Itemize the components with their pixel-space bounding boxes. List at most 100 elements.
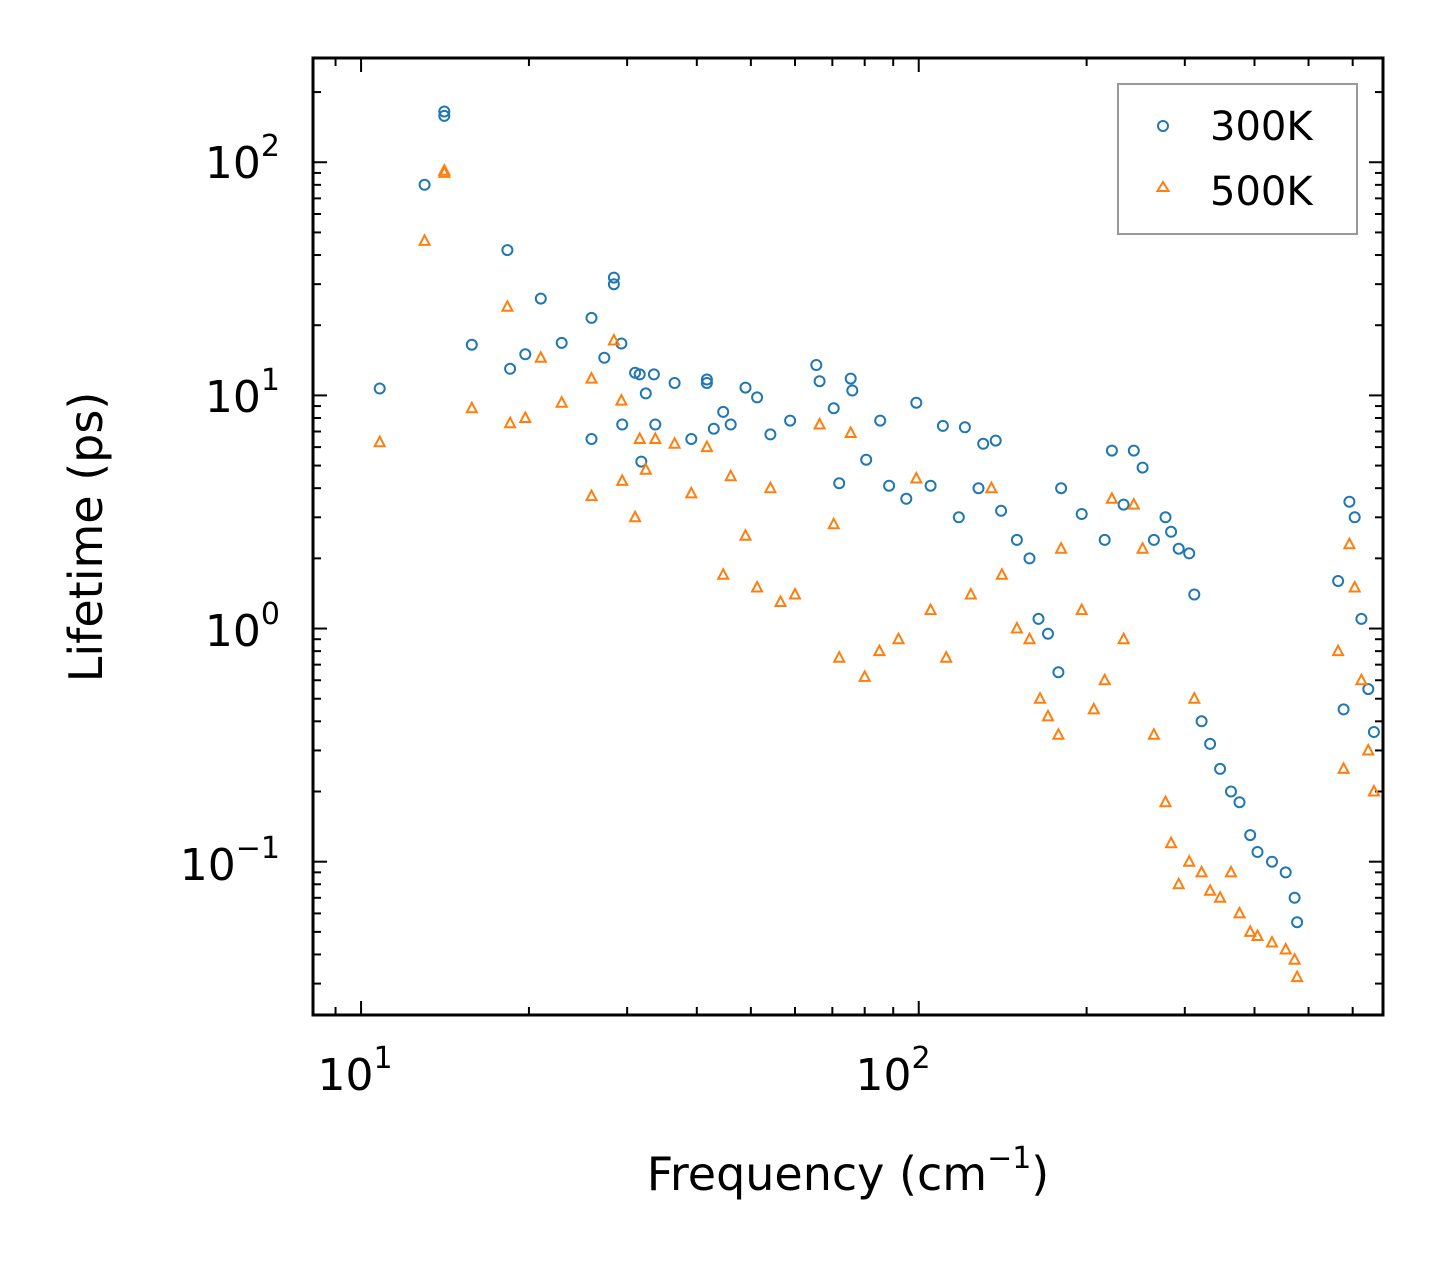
point-500k-47 xyxy=(1054,541,1068,554)
point-300k-39 xyxy=(874,414,887,427)
point-300k-21 xyxy=(649,418,662,431)
plot-frame xyxy=(311,56,1385,1017)
point-500k-49 xyxy=(1087,701,1101,715)
point-300k-54 xyxy=(1023,552,1036,565)
point-300k-69 xyxy=(1183,547,1196,560)
point-500k-21 xyxy=(700,439,714,453)
point-300k-68 xyxy=(1172,542,1185,555)
point-300k-38 xyxy=(846,384,859,397)
point-300k-41 xyxy=(936,419,949,432)
point-500k-72 xyxy=(1331,643,1345,657)
legend-box xyxy=(1117,83,1358,235)
point-300k-58 xyxy=(1055,482,1068,495)
point-500k-33 xyxy=(858,669,872,682)
point-500k-22 xyxy=(716,567,730,580)
y-tick-label-10^1: 101 xyxy=(205,363,280,423)
legend: 300K 500K xyxy=(1117,83,1358,235)
legend-label-500k: 500K xyxy=(1210,169,1314,215)
point-300k-60 xyxy=(1098,533,1111,546)
point-500k-9 xyxy=(555,395,569,408)
point-300k-24 xyxy=(685,433,698,445)
point-300k-55 xyxy=(1032,612,1045,625)
point-500k-13 xyxy=(614,392,629,406)
point-500k-7 xyxy=(518,410,532,423)
point-300k-43 xyxy=(977,437,990,450)
point-300k-44 xyxy=(989,434,1002,447)
point-300k-76 xyxy=(1244,829,1257,842)
point-500k-28 xyxy=(788,586,802,600)
point-300k-56 xyxy=(1042,627,1054,640)
point-300k-31 xyxy=(751,391,764,404)
point-300k-48 xyxy=(900,492,913,505)
point-300k-23 xyxy=(668,377,681,389)
point-300k-78 xyxy=(1266,855,1278,868)
point-500k-67 xyxy=(1250,928,1265,941)
point-300k-46 xyxy=(860,453,873,466)
point-500k-64 xyxy=(1224,864,1238,878)
point-500k-39 xyxy=(964,586,978,600)
y-tick-label-10^0: 100 xyxy=(205,597,280,657)
point-500k-75 xyxy=(1348,579,1362,593)
point-300k-26 xyxy=(700,377,713,389)
point-500k-45 xyxy=(1041,708,1055,722)
point-300k-5 xyxy=(501,244,514,257)
point-300k-13 xyxy=(607,271,620,284)
point-500k-56 xyxy=(1158,794,1173,808)
point-300k-77 xyxy=(1251,846,1264,858)
point-300k-4 xyxy=(465,338,478,351)
point-500k-24 xyxy=(738,528,753,541)
point-500k-43 xyxy=(1022,631,1037,645)
point-500k-14 xyxy=(615,473,629,486)
point-300k-52 xyxy=(995,504,1008,517)
point-300k-80 xyxy=(1288,891,1301,904)
point-500k-8 xyxy=(534,350,548,363)
point-300k-82 xyxy=(1332,575,1345,587)
point-300k-16 xyxy=(616,418,629,431)
point-300k-25 xyxy=(700,373,713,386)
point-500k-71 xyxy=(1290,969,1304,983)
point-500k-58 xyxy=(1172,876,1186,890)
x-axis-title: Frequency (cm−1) xyxy=(647,1141,1050,1201)
point-500k-36 xyxy=(909,470,923,484)
point-500k-48 xyxy=(1075,602,1089,616)
point-300k-30 xyxy=(739,381,752,394)
point-500k-54 xyxy=(1135,541,1150,554)
point-300k-64 xyxy=(1136,461,1149,474)
point-500k-61 xyxy=(1194,864,1209,878)
point-500k-69 xyxy=(1279,941,1293,955)
point-300k-59 xyxy=(1075,508,1088,520)
point-500k-1 xyxy=(417,233,432,246)
point-300k-7 xyxy=(519,348,532,361)
axis-ticks xyxy=(313,58,1383,1015)
point-500k-59 xyxy=(1182,854,1196,867)
point-300k-79 xyxy=(1279,866,1292,879)
point-500k-44 xyxy=(1033,691,1047,704)
point-500k-76 xyxy=(1354,672,1369,686)
point-500k-15 xyxy=(628,509,642,523)
point-300k-65 xyxy=(1147,533,1160,546)
point-300k-66 xyxy=(1159,511,1172,524)
point-300k-1 xyxy=(418,178,431,191)
point-300k-34 xyxy=(810,359,823,371)
point-300k-75 xyxy=(1233,796,1246,809)
y-axis-title: Lifetime (ps) xyxy=(59,392,113,683)
point-300k-88 xyxy=(1367,726,1380,738)
point-500k-29 xyxy=(812,416,827,430)
point-500k-32 xyxy=(844,425,858,438)
point-300k-81 xyxy=(1291,916,1304,929)
point-300k-83 xyxy=(1337,703,1350,716)
point-300k-87 xyxy=(1362,683,1375,696)
point-300k-37 xyxy=(844,372,857,385)
point-300k-49 xyxy=(924,479,937,492)
point-300k-29 xyxy=(724,418,737,431)
point-500k-51 xyxy=(1105,491,1119,504)
point-500k-34 xyxy=(872,643,887,657)
point-500k-52 xyxy=(1116,631,1131,645)
point-300k-50 xyxy=(952,511,965,524)
point-500k-37 xyxy=(923,602,938,616)
point-300k-27 xyxy=(707,422,720,435)
point-500k-60 xyxy=(1187,691,1201,704)
point-500k-63 xyxy=(1213,890,1227,903)
point-300k-45 xyxy=(833,477,846,490)
point-300k-14 xyxy=(607,278,620,291)
